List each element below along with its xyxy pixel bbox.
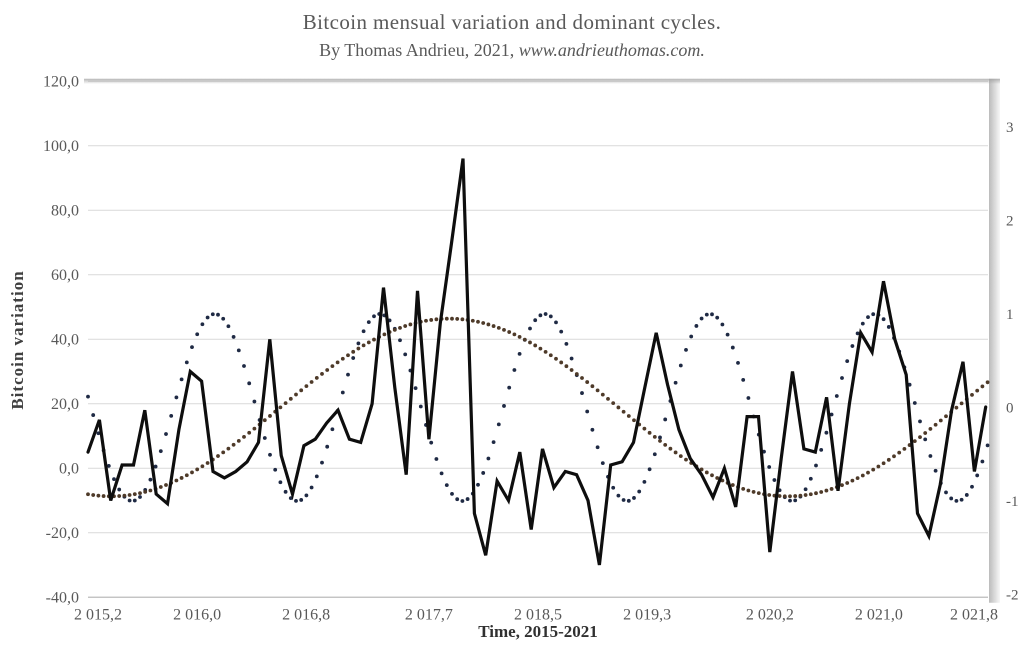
right-axis-tick-label: 1 — [1006, 307, 1014, 323]
x-axis-tick-label: 2 016,8 — [282, 606, 330, 623]
left-axis-tick-label: 100,0 — [43, 138, 79, 155]
bitcoin-variation-line — [86, 158, 988, 566]
x-axis-label: Time, 2015-2021 — [478, 622, 598, 641]
x-axis-tick-label: 2 019,3 — [623, 606, 671, 623]
right-axis-tick-label: 2 — [1006, 214, 1014, 230]
left-axis-tick-label: 40,0 — [51, 331, 79, 348]
left-axis-tick-label: 120,0 — [43, 73, 79, 90]
x-axis-tick-label: 2 016,0 — [173, 606, 221, 623]
right-axis-tick-label: -2 — [1006, 587, 1019, 603]
right-axis-tick-label: -1 — [1006, 494, 1019, 510]
x-axis-tick-label: 2 020,2 — [746, 606, 794, 623]
x-axis-tick-label: 2 017,7 — [405, 606, 453, 623]
left-axis-tick-label: 80,0 — [51, 202, 79, 219]
left-axis-tick-label: -40,0 — [46, 589, 79, 606]
right-axis-tick-label: 0 — [1006, 400, 1014, 416]
plot-shadow-right — [989, 78, 1000, 603]
left-axis-tick-label: 0,0 — [59, 460, 79, 477]
right-axis-tick-label: 3 — [1006, 120, 1014, 136]
x-axis-tick-label: 2 018,5 — [514, 606, 562, 623]
chart-title: Bitcoin mensual variation and dominant c… — [302, 10, 722, 34]
x-axis-tick-label: 2 021,0 — [855, 606, 903, 623]
left-axis-tick-label: -20,0 — [46, 525, 79, 542]
left-axis-tick-label: 60,0 — [51, 267, 79, 284]
left-axis-tick-label: 20,0 — [51, 396, 79, 413]
x-axis-tick-label: 2 021,8 — [950, 606, 998, 623]
chart-subtitle: By Thomas Andrieu, 2021, www.andrieuthom… — [0, 40, 1024, 61]
plot-shadow-top — [84, 78, 1000, 84]
chart-subtitle-text: By Thomas Andrieu, 2021, — [319, 40, 519, 60]
x-axis-tick-label: 2 015,2 — [74, 606, 122, 623]
chart-subtitle-url: www.andrieuthomas.com. — [518, 40, 705, 60]
